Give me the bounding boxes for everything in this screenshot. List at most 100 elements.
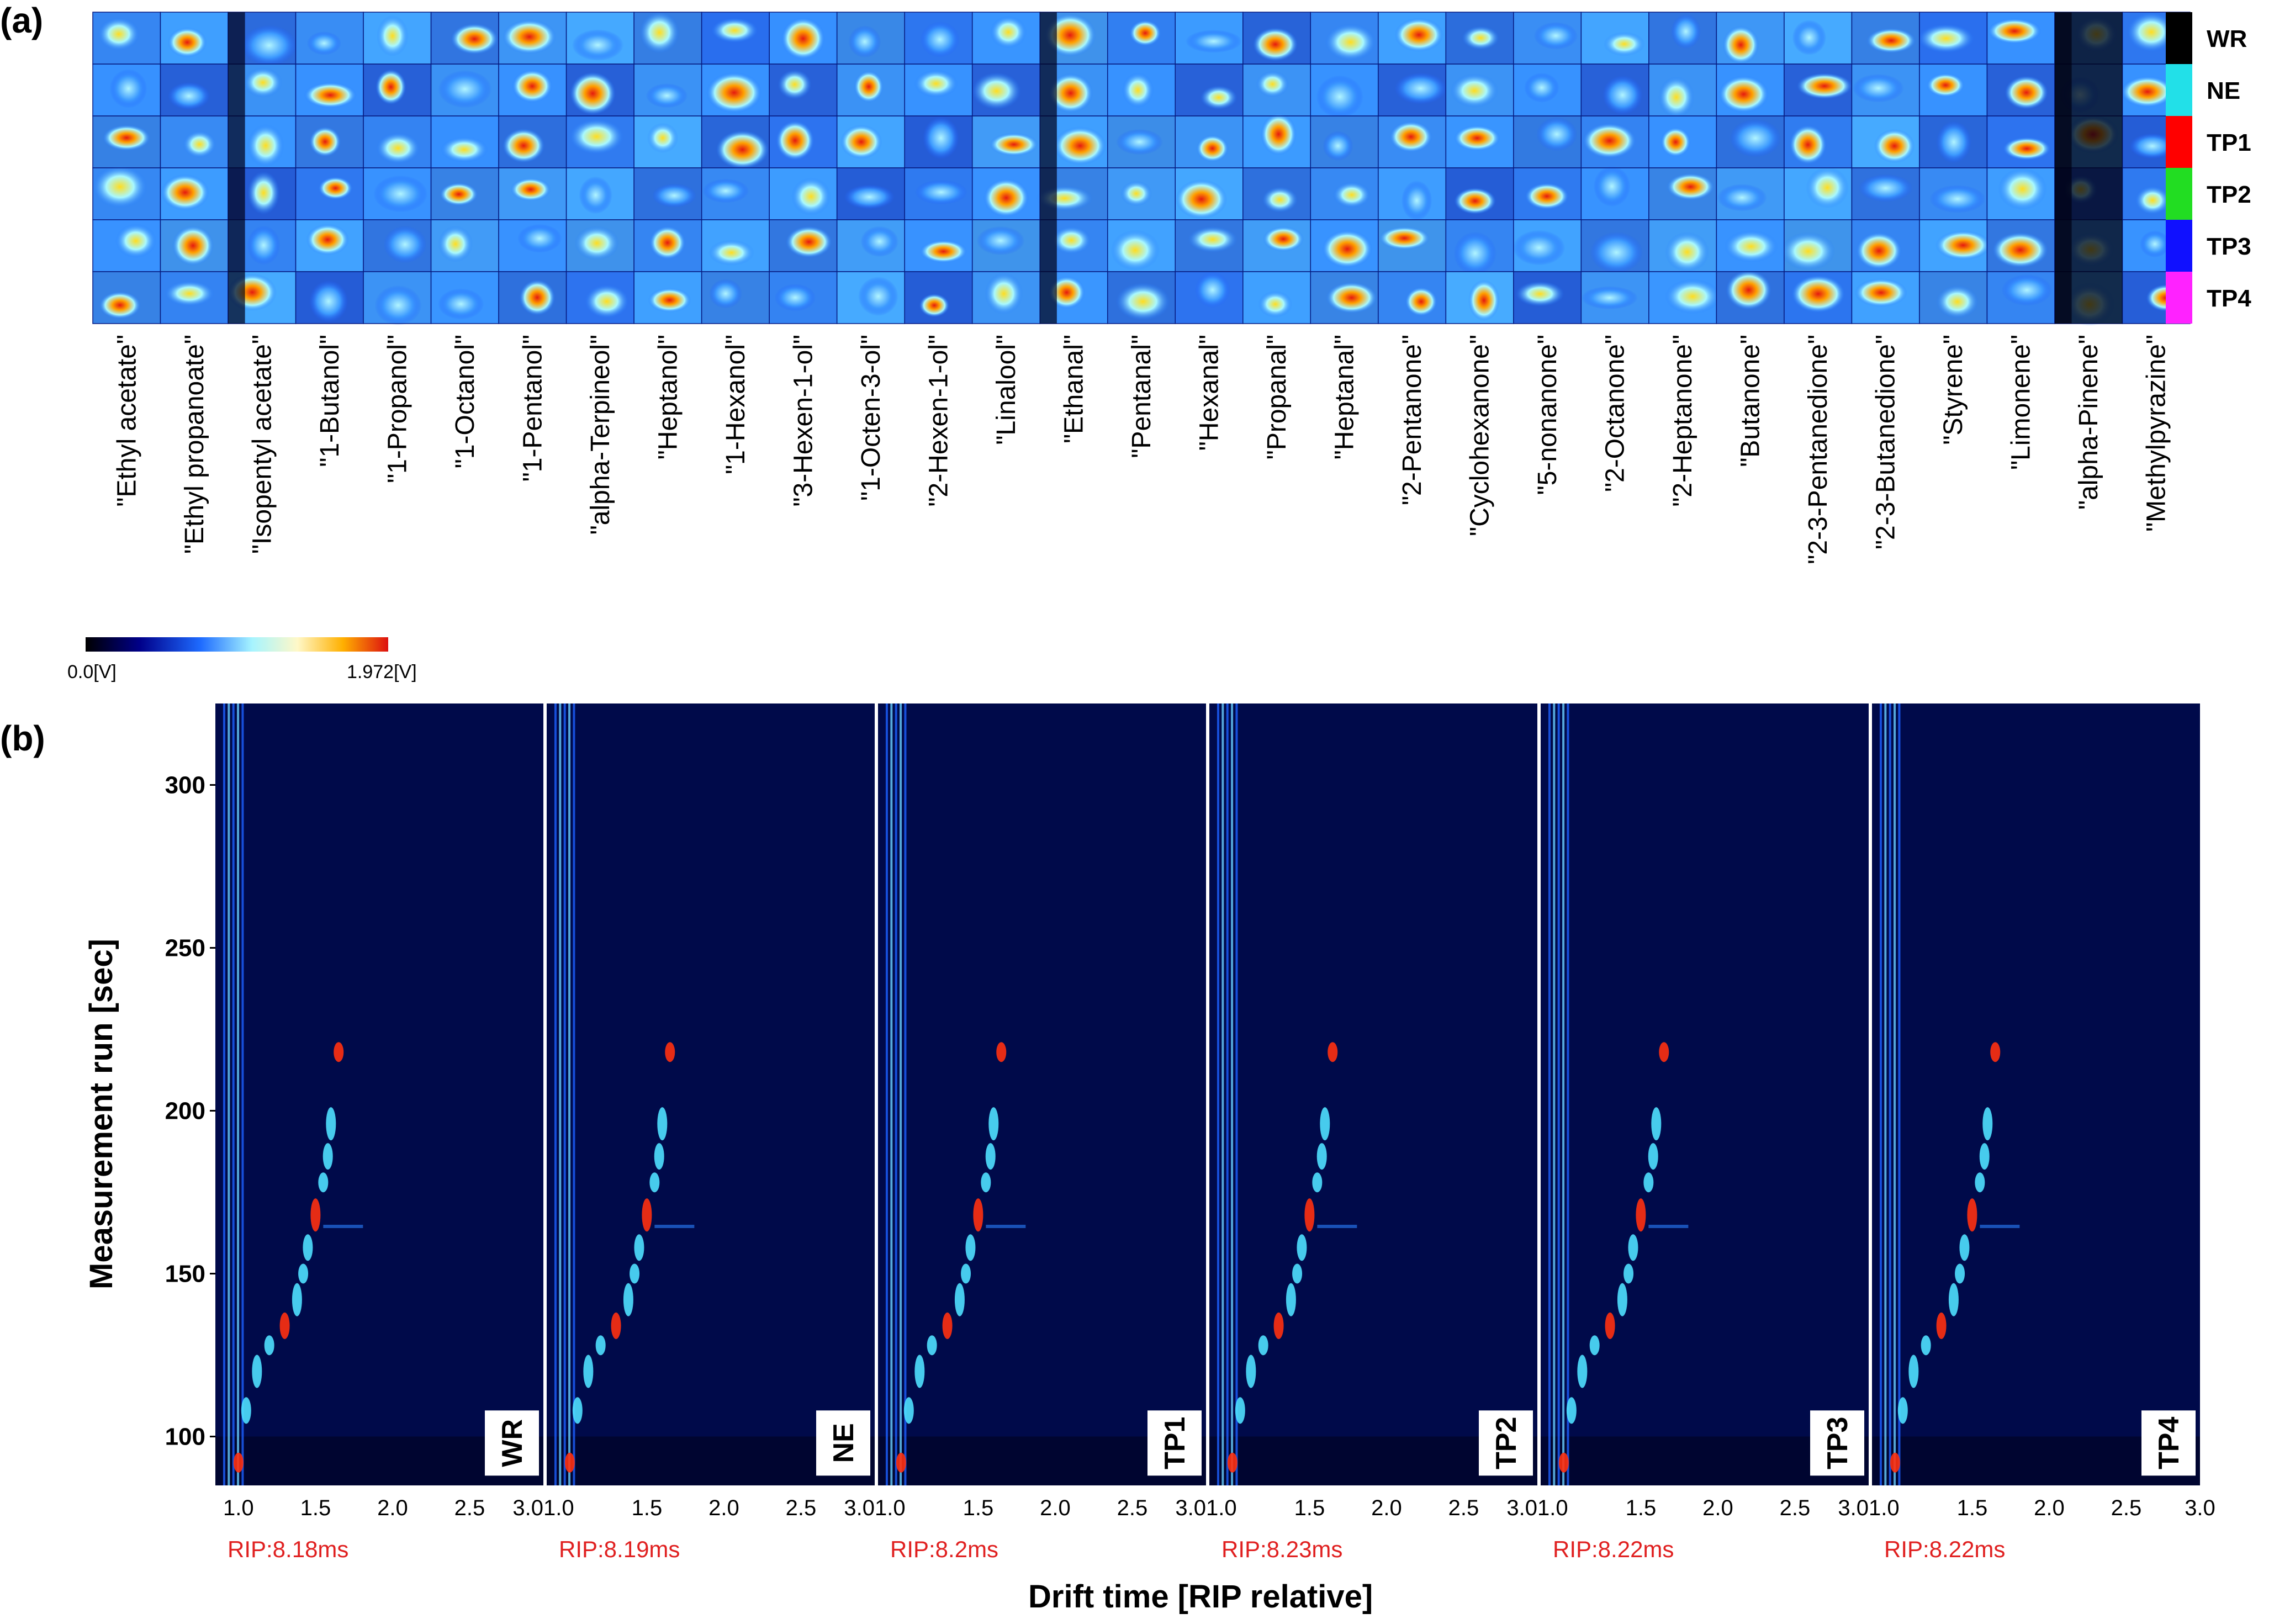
signal-peak <box>896 1452 906 1473</box>
x-tick-label: 1.5 <box>963 1496 994 1520</box>
heatmap-cell <box>92 165 161 220</box>
signal-peak <box>1292 1263 1303 1284</box>
signal-peak <box>649 1172 660 1193</box>
heatmap-cell <box>1513 167 1582 220</box>
heatmap-cell <box>633 219 702 272</box>
compound-label: "2-Octanone" <box>1601 335 1630 492</box>
topography-panel-tp2: TP2 1.5 2.0 2.5 3.01.0 RIP:8.23ms <box>1209 703 1568 1562</box>
heatmap-cell <box>1175 64 1244 117</box>
signal-peak <box>252 1355 262 1388</box>
heatmap-cell <box>1378 64 1447 117</box>
x-tick-label: 2.0 <box>1702 1496 1733 1520</box>
heatmap-cell <box>1513 219 1582 272</box>
heatmap-cell <box>1986 12 2055 65</box>
heatmap-cell <box>904 167 973 220</box>
heatmap-cell <box>1648 115 1717 168</box>
x-tick-label: 1.0 <box>223 1496 254 1520</box>
compound-label: "Ethanal" <box>1059 335 1088 443</box>
heatmap-cell <box>295 167 364 220</box>
compound-label: "2-Hexen-1-ol" <box>924 335 953 507</box>
compound-label: "Ethyl acetate" <box>112 335 141 507</box>
x-tick-label: 2.0 <box>377 1496 408 1520</box>
signal-peak <box>1959 1234 1970 1261</box>
heatmap-cell <box>1513 115 1582 168</box>
heatmap-cell <box>295 219 364 272</box>
compound-labels: "Ethyl acetate" "Ethyl propanoate" "Isopen… <box>112 335 2171 564</box>
group-swatch-wr <box>2166 12 2192 64</box>
heatmap-cell <box>1986 115 2055 168</box>
heatmap-cell <box>971 167 1040 220</box>
heatmap-cell <box>1310 64 1379 119</box>
heatmap-cell <box>363 64 432 117</box>
heatmap-cell <box>160 12 229 65</box>
heatmap-cell <box>1107 219 1176 272</box>
heatmap-cell <box>769 12 838 65</box>
heatmap-cell <box>701 219 770 272</box>
signal-peak <box>1258 1335 1268 1356</box>
heatmap-cell <box>1107 64 1176 117</box>
heatmap-cell <box>1378 115 1447 168</box>
signal-peak <box>1235 1397 1245 1424</box>
compound-fingerprint-heatmap: WR NE TP1 TP2 TP3 TP4 "Ethyl acetate" "Ethyl p… <box>86 11 2251 652</box>
signal-peak <box>1636 1198 1646 1232</box>
heatmap-cell <box>295 64 364 117</box>
heatmap-cell <box>92 64 161 117</box>
group-swatch-ne <box>2166 64 2192 116</box>
heatmap-cell <box>363 219 432 272</box>
signal-peak <box>1328 1042 1338 1062</box>
signal-peak <box>322 1143 333 1170</box>
heatmap-cell <box>1716 12 1785 65</box>
heatmap-cell <box>363 271 432 326</box>
heatmap-cell <box>565 167 634 220</box>
heatmap-cell <box>701 115 770 169</box>
rip-label: RIP:8.23ms <box>1221 1536 1342 1562</box>
compound-label: "Isopentyl acetate" <box>247 335 277 554</box>
heatmap-cell <box>92 219 161 272</box>
heatmap-cell <box>1513 64 1582 117</box>
heatmap-cell <box>769 167 838 220</box>
heatmap-cell <box>1648 64 1717 118</box>
heatmap-cell <box>295 12 364 65</box>
heatmap-cell <box>633 64 702 117</box>
signal-peak <box>1890 1452 1900 1473</box>
heatmap-cell <box>971 12 1040 65</box>
signal-peak <box>1617 1283 1627 1316</box>
group-color-bar: WR NE TP1 TP2 TP3 TP4 <box>2166 12 2251 324</box>
heatmap-cell <box>295 115 364 168</box>
colorbar-min-label: 0.0[V] <box>67 662 117 683</box>
x-tick-label: 2.0 <box>2034 1496 2065 1520</box>
signal-peak <box>326 1107 336 1141</box>
heatmap-cell <box>1107 115 1176 168</box>
x-tick-label: 3.01.0 <box>1175 1496 1236 1520</box>
compound-label: "2-3-Pentanedione" <box>1804 335 1833 564</box>
heatmap-cell <box>565 12 634 65</box>
x-tick-label: 3.0 <box>2185 1496 2215 1520</box>
heatmap-cell <box>836 64 905 117</box>
signal-peak <box>1589 1335 1600 1356</box>
sample-label: WR <box>496 1419 528 1467</box>
signal-peak <box>595 1335 606 1356</box>
signal-peak <box>1967 1198 1977 1232</box>
sample-label: TP2 <box>1490 1417 1522 1469</box>
signal-peak <box>1316 1143 1327 1170</box>
rip-label: RIP:8.22ms <box>1884 1536 2005 1562</box>
heatmap-cell <box>565 115 634 168</box>
group-label-ne: NE <box>2207 77 2240 104</box>
compound-label: "Butanone" <box>1736 335 1765 467</box>
heatmap-cell <box>769 219 838 272</box>
y-tick-label: 100 <box>165 1424 205 1451</box>
heatmap-cell <box>160 219 229 272</box>
signal-peak <box>642 1198 652 1232</box>
y-axis-title: Measurement run [sec] <box>83 939 119 1289</box>
heatmap-cell <box>1781 219 1853 272</box>
heatmap-cell <box>1107 271 1176 324</box>
signal-peak <box>279 1312 290 1339</box>
x-tick-label: 1.5 <box>1957 1496 1988 1520</box>
compound-label: "1-Octanol" <box>451 335 480 468</box>
y-tick-label: 200 <box>165 1098 205 1125</box>
x-tick-label: 2.0 <box>708 1496 739 1520</box>
signal-peak <box>310 1198 321 1232</box>
heatmap-cell <box>1378 12 1447 65</box>
heatmap-cell <box>1784 167 1853 220</box>
x-tick-label: 3.01.0 <box>512 1496 574 1520</box>
